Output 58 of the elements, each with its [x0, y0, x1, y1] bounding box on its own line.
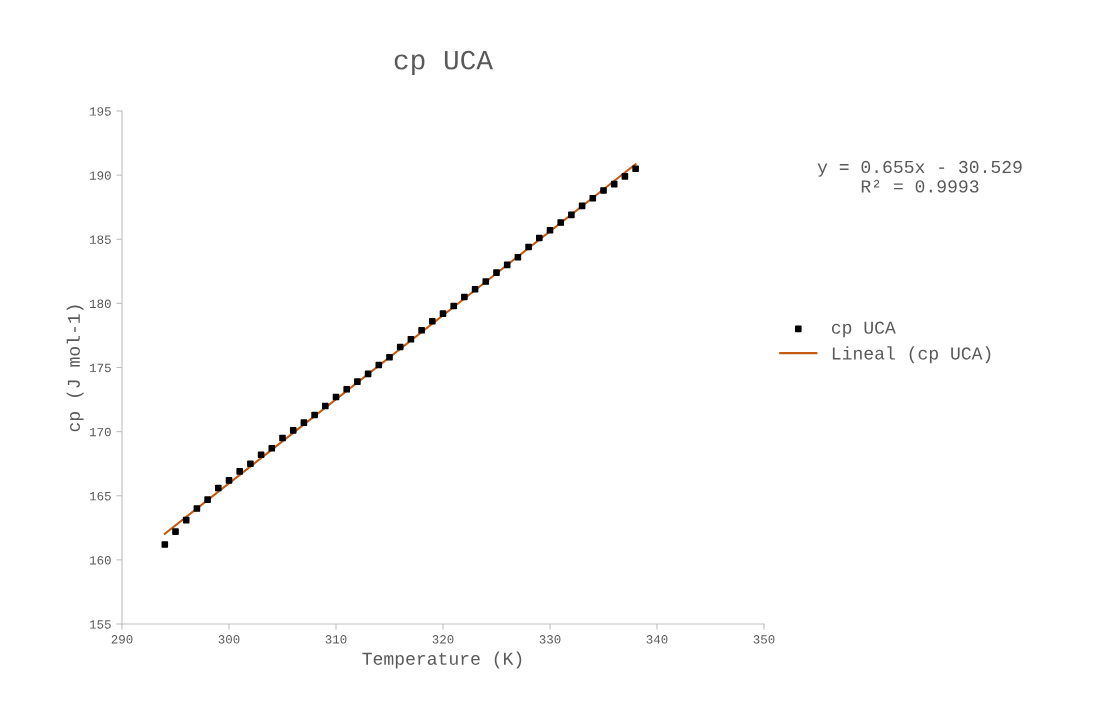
point — [557, 219, 564, 226]
point — [193, 505, 201, 512]
point — [236, 468, 243, 475]
point — [600, 187, 607, 194]
point — [204, 496, 211, 503]
y-tick-label: 170 — [89, 427, 111, 437]
y-tick-label: 175 — [89, 363, 111, 373]
point — [300, 419, 308, 426]
point — [386, 353, 393, 361]
point — [343, 386, 350, 393]
x-tick-label: 340 — [646, 635, 668, 644]
x-tick-label: 290 — [111, 635, 133, 644]
point — [354, 378, 361, 385]
point — [621, 173, 629, 180]
point — [568, 211, 575, 219]
legend-label: Lineal (cp UCA) — [832, 346, 991, 364]
point — [482, 278, 490, 285]
y-tick-label: 165 — [89, 491, 111, 501]
point — [546, 226, 554, 234]
y-tick-label: 160 — [89, 556, 111, 565]
point — [268, 445, 276, 452]
point — [493, 269, 500, 276]
x-tick-label: 300 — [218, 635, 240, 644]
point — [418, 327, 425, 334]
point — [471, 285, 479, 293]
chart-title: cp UCA — [394, 50, 493, 76]
point — [589, 194, 597, 202]
point — [450, 302, 457, 310]
point — [525, 243, 532, 251]
x-tick-label: 310 — [325, 635, 347, 644]
point — [279, 434, 286, 442]
y-tick-label: 195 — [89, 107, 111, 116]
point — [429, 318, 436, 325]
y-tick-label: 190 — [89, 171, 111, 180]
point — [225, 477, 233, 484]
legend-label: cp UCA — [831, 321, 896, 338]
point — [289, 427, 297, 434]
x-tick-label: 330 — [539, 635, 561, 644]
point — [172, 528, 179, 535]
point — [257, 451, 265, 459]
y-axis-title: cp (J mol-1) — [66, 305, 84, 432]
point — [161, 541, 169, 548]
x-tick-label: 320 — [432, 635, 454, 644]
point — [322, 402, 329, 410]
point — [536, 234, 543, 242]
x-axis-title: Temperature (K) — [362, 651, 522, 669]
y-tick-label: 180 — [89, 299, 111, 309]
point — [311, 411, 318, 419]
y-tick-label: 155 — [89, 620, 111, 629]
point — [215, 484, 222, 492]
text: y = 0.655x - 30.529 R² = 0.9993 — [817, 160, 1022, 193]
y-tick-label: 185 — [89, 235, 111, 244]
x-tick-label: 350 — [753, 635, 775, 644]
point — [407, 335, 415, 343]
point — [632, 165, 639, 173]
point — [439, 310, 447, 317]
point — [461, 293, 468, 301]
point — [247, 460, 254, 467]
